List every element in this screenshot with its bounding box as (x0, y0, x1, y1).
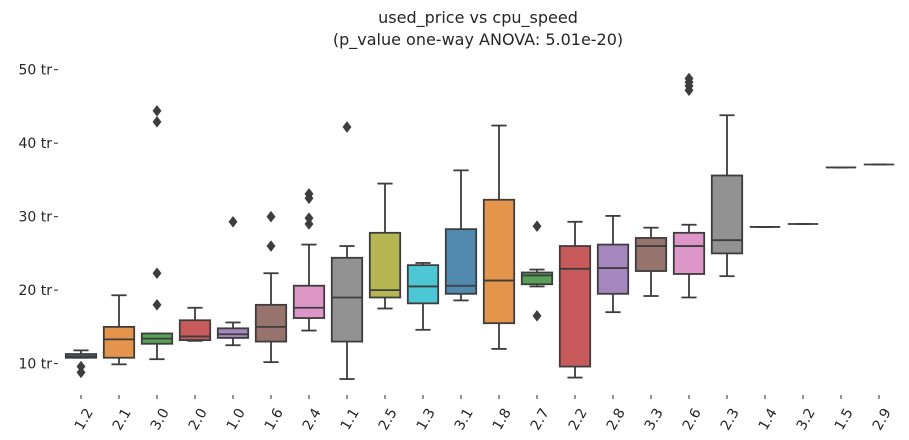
box-2-1 (102, 294, 136, 366)
box-body (710, 174, 744, 255)
x-tick-label: 1.1 (338, 406, 363, 433)
box-body (330, 256, 364, 343)
x-tick-label: 2.8 (604, 406, 629, 433)
box-3-1 (444, 169, 478, 302)
outlier-point (152, 298, 162, 311)
x-tick-label: 1.0 (224, 406, 249, 433)
outlier-point (152, 267, 162, 280)
x-tick-label: 2.7 (528, 406, 553, 433)
x-tick-label: 1.4 (756, 406, 781, 433)
x-tick-label: 1.5 (832, 406, 857, 433)
box-body (558, 245, 592, 368)
box-2-5 (368, 182, 402, 310)
outlier-point (304, 218, 314, 230)
box-2-8 (596, 215, 630, 314)
x-tick-label: 1.6 (262, 406, 287, 433)
box-body (368, 231, 402, 299)
box-body (254, 303, 288, 343)
box-1-1 (330, 121, 364, 380)
outlier-point (228, 215, 238, 228)
box-body (178, 319, 212, 341)
x-tick-label: 2.2 (566, 406, 591, 433)
outlier-point (304, 188, 314, 200)
box-1-8 (482, 124, 516, 350)
outlier-point (342, 121, 352, 133)
x-tick-label: 1.8 (490, 406, 515, 433)
outlier-point (684, 72, 694, 85)
x-tick-label: 3.2 (794, 406, 819, 433)
outlier-point (76, 366, 86, 379)
box-2-4 (292, 188, 326, 332)
y-tick-label: 40 tr (18, 136, 52, 152)
x-tick-label: 2.0 (186, 406, 211, 433)
box-2-3 (710, 114, 744, 278)
box-body (634, 237, 668, 272)
box-2-2 (558, 220, 592, 379)
outlier-point (266, 240, 276, 252)
box-1-0 (216, 215, 250, 347)
box-3-0 (140, 104, 174, 361)
box-body (292, 284, 326, 319)
plot-area (64, 72, 895, 380)
box-body (216, 327, 250, 339)
box-body (520, 271, 554, 286)
box-2-0 (178, 306, 212, 342)
x-tick-label: 2.4 (300, 406, 325, 433)
x-tick-label: 2.9 (870, 406, 895, 433)
x-tick-label: 3.0 (148, 406, 173, 433)
outlier-point (532, 309, 542, 322)
box-body (672, 231, 706, 275)
y-tick-label: 50 tr (18, 63, 52, 79)
box-2-6 (672, 72, 706, 299)
outlier-point (152, 115, 162, 128)
box-body (102, 325, 136, 359)
y-tick-label: 10 tr (18, 357, 52, 373)
box-2-7 (520, 220, 554, 322)
box-1-2 (64, 349, 98, 379)
x-tick-label: 3.3 (642, 406, 667, 433)
box-body (444, 228, 478, 295)
x-axis: 1.2 2.1 3.0 2.0 1.0 1.6 2.4 1.1 2.5 1.3 3.1 1.8 2.7 2… (72, 395, 895, 433)
box-body (482, 198, 516, 325)
x-tick-label: 1.2 (72, 406, 97, 433)
x-tick-label: 1.3 (414, 406, 439, 433)
outlier-point (304, 212, 314, 224)
box-body (596, 243, 630, 295)
x-tick-label: 2.5 (376, 406, 401, 433)
y-tick-label: 20 tr (18, 283, 52, 299)
x-tick-label: 2.3 (718, 406, 743, 433)
x-tick-label: 3.1 (452, 406, 477, 433)
outlier-point (532, 220, 542, 233)
y-axis: 10 tr 20 tr 30 tr 40 tr 50 tr (18, 63, 58, 373)
box-3-3 (634, 226, 668, 297)
outlier-point (152, 104, 162, 117)
box-body (406, 264, 440, 305)
y-tick-label: 30 tr (18, 210, 52, 226)
x-tick-label: 2.1 (110, 406, 135, 433)
box-1-3 (406, 262, 440, 331)
box-1-6 (254, 210, 288, 364)
x-tick-label: 2.6 (680, 406, 705, 433)
chart-subtitle: (p_value one-way ANOVA: 5.01e-20) (333, 30, 623, 50)
chart-title: used_price vs cpu_speed (378, 8, 578, 28)
outlier-point (266, 210, 276, 223)
